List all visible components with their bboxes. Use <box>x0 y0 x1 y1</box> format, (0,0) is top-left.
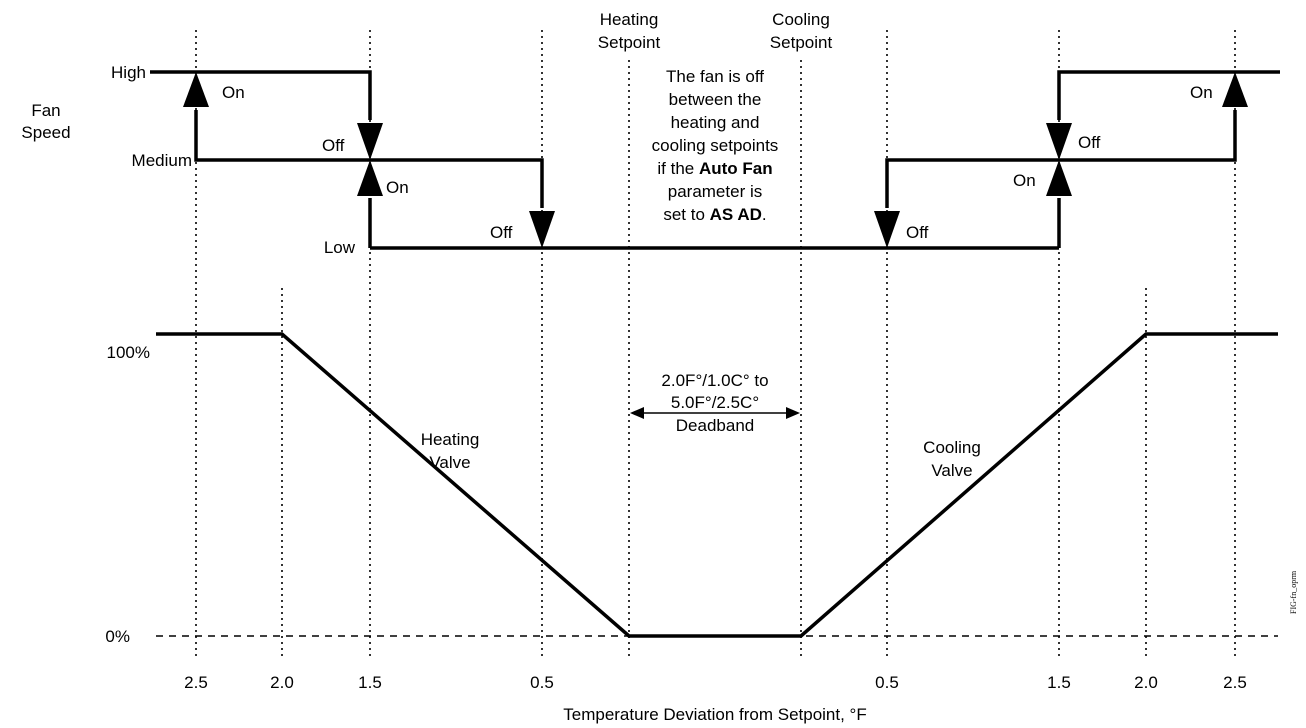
on-label: On <box>222 83 245 102</box>
fan-speed-steps <box>150 70 1280 250</box>
figure-code: FIG-fn_oprm <box>1289 570 1298 614</box>
arrow-right-icon <box>786 407 800 419</box>
on-label: On <box>1190 83 1213 102</box>
fan-high-cooling <box>1057 70 1280 120</box>
arrow-down-icon <box>874 211 900 248</box>
transition-arrows <box>183 72 1248 248</box>
x-tick-label: 2.5 <box>1223 673 1247 692</box>
cooling-valve-label-line1: Cooling <box>923 438 981 457</box>
fan-note-line6: parameter is <box>668 182 762 201</box>
x-tick-label: 2.5 <box>184 673 208 692</box>
fan-medium-cooling <box>885 110 1237 208</box>
off-label: Off <box>490 223 513 242</box>
arrow-up-icon <box>1046 160 1072 196</box>
cooling-valve-label-line2: Valve <box>931 461 972 480</box>
x-tick-label: 1.5 <box>358 673 382 692</box>
fan-note-line7: set to AS AD. <box>663 205 766 224</box>
fan-speed-label-line1: Fan <box>31 101 60 120</box>
cooling-setpoint-label-line2: Setpoint <box>770 33 833 52</box>
fan-note-line3: heating and <box>671 113 760 132</box>
arrow-down-icon <box>357 123 383 160</box>
fan-off-note: The fan is off between the heating and c… <box>640 62 790 242</box>
heating-setpoint-label-line2: Setpoint <box>598 33 661 52</box>
arrow-down-icon <box>529 211 555 248</box>
fan-medium-heating <box>194 110 544 208</box>
x-tick-label: 1.5 <box>1047 673 1071 692</box>
on-label: On <box>386 178 409 197</box>
x-axis-title: Temperature Deviation from Setpoint, °F <box>563 705 867 724</box>
off-label: Off <box>322 136 345 155</box>
x-tick-labels: 2.5 2.0 1.5 0.5 0.5 1.5 2.0 2.5 <box>184 673 1247 692</box>
deadband-annotation: 2.0F°/1.0C° to 5.0F°/2.5C° Deadband <box>630 362 800 440</box>
valve-output-curve <box>156 332 1278 638</box>
arrow-up-icon <box>357 160 383 196</box>
deadband-label-line3: Deadband <box>676 416 754 435</box>
speed-level-low: Low <box>324 238 356 257</box>
speed-level-high: High <box>111 63 146 82</box>
x-tick-label: 0.5 <box>875 673 899 692</box>
fan-speed-label-line2: Speed <box>21 123 70 142</box>
deadband-label-line1: 2.0F°/1.0C° to <box>661 371 768 390</box>
x-tick-label: 2.0 <box>1134 673 1158 692</box>
fan-note-line5: if the Auto Fan <box>657 159 772 178</box>
x-tick-label: 2.0 <box>270 673 294 692</box>
off-label: Off <box>906 223 929 242</box>
guide-lines <box>195 30 1236 660</box>
heating-valve-label-line2: Valve <box>429 453 470 472</box>
heating-valve-label-line1: Heating <box>421 430 480 449</box>
valve-level-0: 0% <box>105 627 130 646</box>
heating-setpoint-label-line1: Heating <box>600 10 659 29</box>
valve-level-100: 100% <box>107 343 150 362</box>
arrow-down-icon <box>1046 123 1072 160</box>
arrow-up-icon <box>1222 72 1248 107</box>
deadband-label-line2: 5.0F°/2.5C° <box>671 393 759 412</box>
fan-note-line4: cooling setpoints <box>652 136 779 155</box>
cooling-setpoint-label-line1: Cooling <box>772 10 830 29</box>
speed-level-medium: Medium <box>132 151 192 170</box>
fan-note-line1: The fan is off <box>666 67 764 86</box>
fan-note-line2: between the <box>669 90 762 109</box>
fan-high-heating <box>150 70 372 120</box>
arrow-up-icon <box>183 72 209 107</box>
off-label: Off <box>1078 133 1101 152</box>
state-labels: On Off On Off Off On Off On <box>222 83 1213 242</box>
on-label: On <box>1013 171 1036 190</box>
arrow-left-icon <box>630 407 644 419</box>
x-tick-label: 0.5 <box>530 673 554 692</box>
